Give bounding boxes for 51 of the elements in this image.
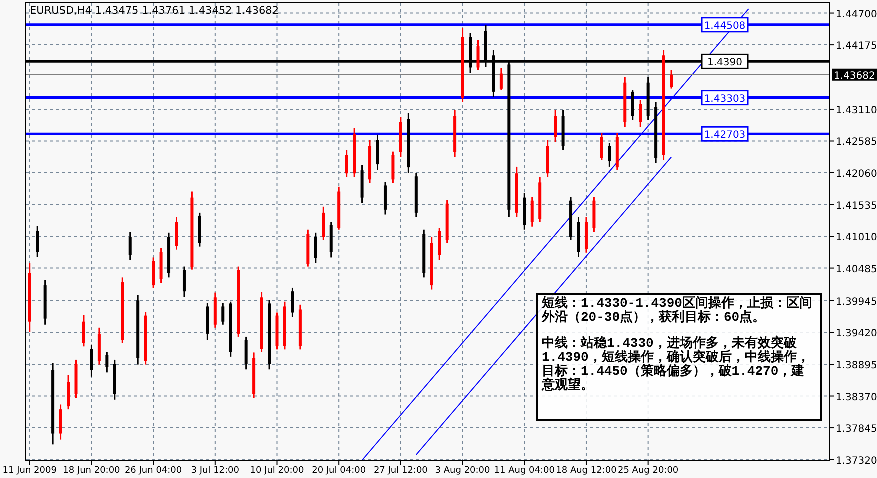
y-tick-label: 1.43110 (836, 105, 877, 116)
annotation: 短线：1.4330-1.4390区间操作，止损：区间外沿（20-30点），获利目标：60点。 (542, 296, 814, 325)
x-tick-label: 25 Aug 20:00 (618, 466, 679, 476)
x-tick-label: 3 Jul 12:00 (191, 466, 240, 476)
candlestick (345, 149, 348, 178)
ref-line-label: 1.4390 (708, 58, 742, 69)
ref-line-label: 1.42703 (704, 130, 746, 142)
candlestick (291, 287, 294, 318)
y-tick-label: 1.39945 (836, 296, 877, 308)
candlestick (554, 109, 558, 143)
x-tick-label: 26 Jun 04:00 (124, 466, 182, 476)
y-tick-label: 1.44175 (836, 41, 877, 52)
x-tick-label: 11 Aug 04:00 (494, 466, 556, 476)
candlestick (90, 344, 94, 378)
y-tick-label: 1.40485 (836, 264, 877, 276)
x-tick-label: 11 Jun 2009 (2, 466, 58, 476)
candlestick (530, 196, 534, 228)
ref-line-label: 1.44508 (704, 20, 746, 32)
x-tick-label: 10 Jul 20:00 (250, 466, 304, 476)
y-tick-label: 1.39420 (836, 328, 877, 340)
candlestick (222, 302, 225, 326)
candlestick (36, 226, 40, 258)
y-tick-label: 1.41535 (836, 200, 877, 212)
y-tick-label: 1.42060 (836, 169, 877, 180)
candlestick (82, 314, 86, 348)
x-tick-label: 18 Aug 12:00 (556, 466, 618, 476)
ref-line-label: 1.43303 (704, 94, 746, 105)
y-tick-label: 1.38895 (836, 360, 877, 372)
candlestick (670, 69, 674, 90)
candlestick (500, 68, 503, 91)
candlestick (314, 232, 318, 264)
y-tick-label: 1.37845 (836, 424, 877, 436)
ref-line-label: 1.43682 (834, 70, 876, 82)
x-tick-label: 18 Jun 20:00 (63, 466, 121, 476)
x-tick-label: 27 Jul 12:00 (374, 466, 428, 476)
x-tick-label: 3 Aug 20:00 (435, 466, 491, 476)
y-tick-label: 1.44700 (836, 9, 877, 20)
candlestick (182, 266, 186, 298)
y-tick-label: 1.41010 (836, 232, 877, 244)
candlestick (128, 232, 132, 261)
candlestick (639, 100, 642, 128)
annotation: 中线：站稳1.4330，进场作多，未有效突破1.4390，短线操作，确认突破后，中线操作，目标：1.4450（策略偏多），破1.4270，建意观望。 (542, 336, 811, 393)
chart-title: EURUSD,H4 1.43475 1.43761 1.43452 1.43682 (30, 5, 279, 17)
y-tick-label: 1.42585 (836, 137, 877, 148)
candlestick (106, 351, 109, 374)
y-tick-label: 1.38370 (836, 392, 877, 404)
x-tick-label: 20 Jul 04:00 (312, 466, 366, 476)
candlestick (608, 142, 612, 168)
y-tick-label: 1.37320 (836, 456, 877, 467)
candlestick (476, 40, 480, 71)
candlestick (600, 132, 604, 162)
